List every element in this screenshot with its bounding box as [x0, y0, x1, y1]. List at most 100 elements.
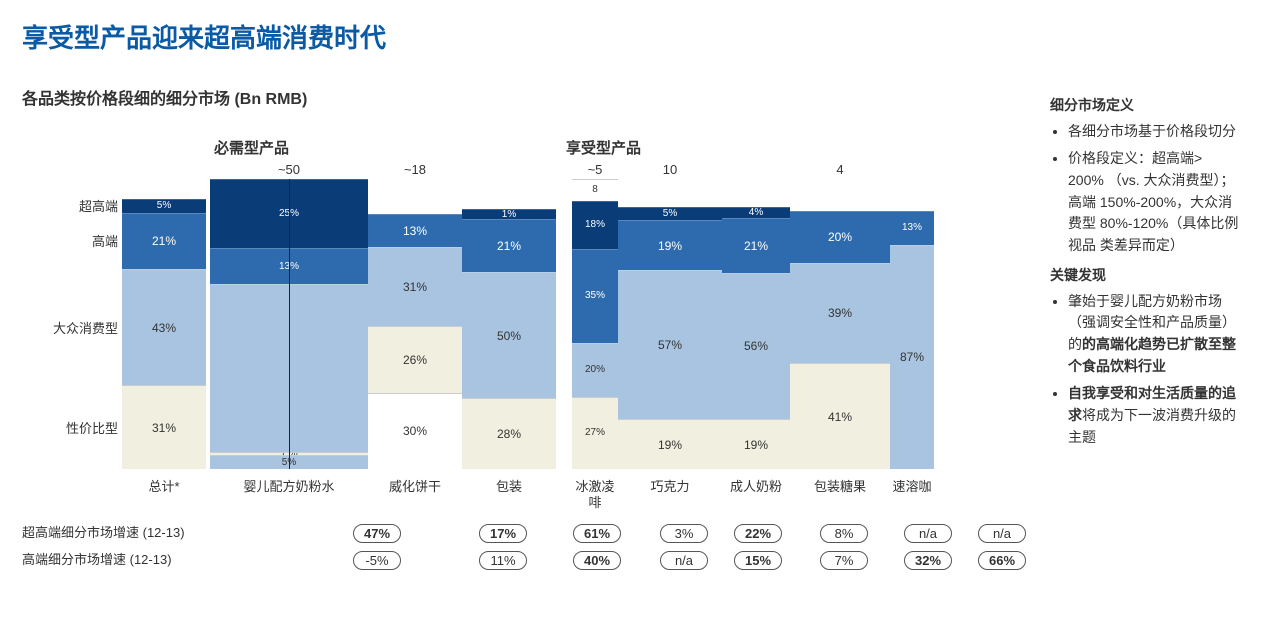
legend-mass: 大众消费型 [22, 269, 118, 385]
bar-pack: 1%21%50%28% [462, 179, 556, 469]
bar-gap1 [556, 179, 572, 469]
top-value-infant: ~50 [210, 162, 368, 177]
cat-gap1 [556, 479, 572, 510]
stacked-bar-chart: 超高端高端大众消费型性价比型 5%21%43%31%25%13%1 %5%13%… [22, 179, 1022, 469]
growth-row-ultra: 超高端细分市场增速 (12-13) 47%17%61%3%22%8%n/an/a [22, 524, 1022, 543]
right-h1: 细分市场定义 [1050, 95, 1239, 117]
top-value-adult [722, 162, 790, 177]
charts-area: 各品类按价格段细的细分市场 (Bn RMB) 必需型产品 享受型产品 ~50~1… [22, 85, 1022, 578]
chart-subtitle: 各品类按价格段细的细分市场 (Bn RMB) [22, 85, 1022, 109]
cat-total: 总计* [122, 479, 206, 510]
bar-infant: 25%13%1 %5% [210, 179, 368, 469]
seg-coffee-value: 27% [572, 397, 618, 470]
group1-title: 必需型产品 [210, 137, 562, 158]
growth-label-high: 高端细分市场增速 (12-13) [22, 552, 210, 569]
seg-pack-high: 21% [462, 219, 556, 272]
right-b3: 肇始于婴儿配方奶粉市场（强调安全性和产品质量）的的高端化趋势已扩散至整个食品饮料… [1068, 291, 1239, 378]
seg-adult-mass: 56% [722, 273, 790, 420]
growth2-candy: 32% [878, 551, 978, 570]
growth1-pack: 61% [550, 524, 644, 543]
growth2-adult: 7% [810, 551, 878, 570]
growth2-pack: 40% [550, 551, 644, 570]
top-value-wafer: ~18 [368, 162, 462, 177]
seg-instant-high: 13% [890, 211, 934, 245]
legend-ultra: 超高端 [22, 199, 118, 213]
top-values-row: ~50~18 ~510 4 [22, 162, 1022, 177]
growth1-infant: 47% [298, 524, 456, 543]
seg-coffee-high: 35% [572, 249, 618, 343]
seg-adult-value: 19% [722, 419, 790, 469]
right-h2: 关键发现 [1050, 265, 1239, 287]
seg-total-value: 31% [122, 385, 206, 469]
seg-pack-ultra: 1% [462, 209, 556, 219]
cat-wafer: 威化饼干 [368, 479, 462, 510]
seg-wafer-mass: 31% [368, 247, 462, 326]
bar-coffee: 818%35%20%27% [572, 179, 618, 469]
seg-pack-mass: 50% [462, 272, 556, 398]
bar-adult: 4%21%56%19% [722, 179, 790, 469]
top-value-coffee: ~5 [572, 162, 618, 177]
seg-total-mass: 43% [122, 269, 206, 385]
top-value-gap1 [556, 162, 572, 177]
seg-choc-ultra: 5% [618, 207, 722, 220]
top-value-choc: 10 [618, 162, 722, 177]
right-panel: 细分市场定义 各细分市场基于价格段切分 价格段定义：超高端> 200% （vs.… [1050, 85, 1239, 578]
seg-instant-mass: 87% [890, 245, 934, 469]
top-value-instant [890, 162, 934, 177]
legend-high: 高端 [22, 213, 118, 270]
group-titles: 必需型产品 享受型产品 [22, 137, 1022, 158]
seg-total-high: 21% [122, 213, 206, 270]
growth2-wafer: 11% [456, 551, 550, 570]
growth1-wafer: 17% [456, 524, 550, 543]
growth-row-high: 高端细分市场增速 (12-13) -5%11%40% n/a15%7%32%66% [22, 551, 1022, 570]
growth1-adult: 8% [810, 524, 878, 543]
growth1-instant: n/a [978, 524, 1022, 543]
seg-wafer-high: 13% [368, 214, 462, 247]
growth-label-ultra: 超高端细分市场增速 (12-13) [22, 525, 210, 542]
seg-wafer-value: 26% [368, 326, 462, 392]
growth-rates: 超高端细分市场增速 (12-13) 47%17%61%3%22%8%n/an/a… [22, 524, 1022, 570]
seg-coffee-ultra: 18% [572, 201, 618, 249]
bar-wafer: 13%31%26%30% [368, 179, 462, 469]
seg-candy-mass: 39% [790, 263, 890, 364]
cat-candy: 包装糖果 [790, 479, 890, 510]
seg-adult-high: 21% [722, 218, 790, 273]
legend-value: 性价比型 [22, 385, 118, 469]
growth2-infant: -5% [298, 551, 456, 570]
bar-choc: 5%19%57%19% [618, 179, 722, 469]
page-title: 享受型产品迎来超高端消费时代 [22, 18, 1239, 55]
seg-coffee-skip: 8 [572, 179, 618, 200]
bar-candy: 20%39%41% [790, 179, 890, 469]
growth2-instant: 66% [978, 551, 1022, 570]
cat-adult: 成人奶粉 [722, 479, 790, 510]
seg-coffee-mass: 20% [572, 343, 618, 397]
growth1-candy: n/a [878, 524, 978, 543]
cat-instant: 速溶咖 [890, 479, 934, 510]
right-b1: 各细分市场基于价格段切分 [1068, 121, 1239, 143]
top-value-candy: 4 [790, 162, 890, 177]
cat-choc: 巧克力 [618, 479, 722, 510]
seg-candy-high: 20% [790, 211, 890, 263]
seg-adult-ultra: 4% [722, 207, 790, 217]
cat-coffee: 冰激凌啡 [572, 479, 618, 510]
top-value-total [122, 162, 206, 177]
growth2-coffee: n/a [660, 551, 706, 570]
seg-total-ultra: 5% [122, 199, 206, 213]
legend-column: 超高端高端大众消费型性价比型 [22, 179, 122, 469]
growth1-choc: 22% [706, 524, 810, 543]
bar-instant: 13%87% [890, 179, 934, 469]
cat-infant: 婴儿配方奶粉水 [210, 479, 368, 510]
seg-choc-mass: 57% [618, 270, 722, 419]
cat-pack: 包装 [462, 479, 556, 510]
seg-choc-high: 19% [618, 220, 722, 270]
growth2-choc: 15% [706, 551, 810, 570]
growth1-coffee: 3% [660, 524, 706, 543]
seg-candy-value: 41% [790, 363, 890, 469]
seg-wafer-skip: 30% [368, 393, 462, 470]
right-b4: 自我享受和对生活质量的追 求将成为下一波消费升级的 主题 [1068, 383, 1239, 448]
seg-pack-value: 28% [462, 398, 556, 469]
seg-choc-value: 19% [618, 419, 722, 469]
right-b2: 价格段定义：超高端> 200% （vs. 大众消费型）；高端 150%-200%… [1068, 148, 1239, 256]
group2-title: 享受型产品 [562, 137, 972, 158]
bar-total: 5%21%43%31% [122, 179, 206, 469]
